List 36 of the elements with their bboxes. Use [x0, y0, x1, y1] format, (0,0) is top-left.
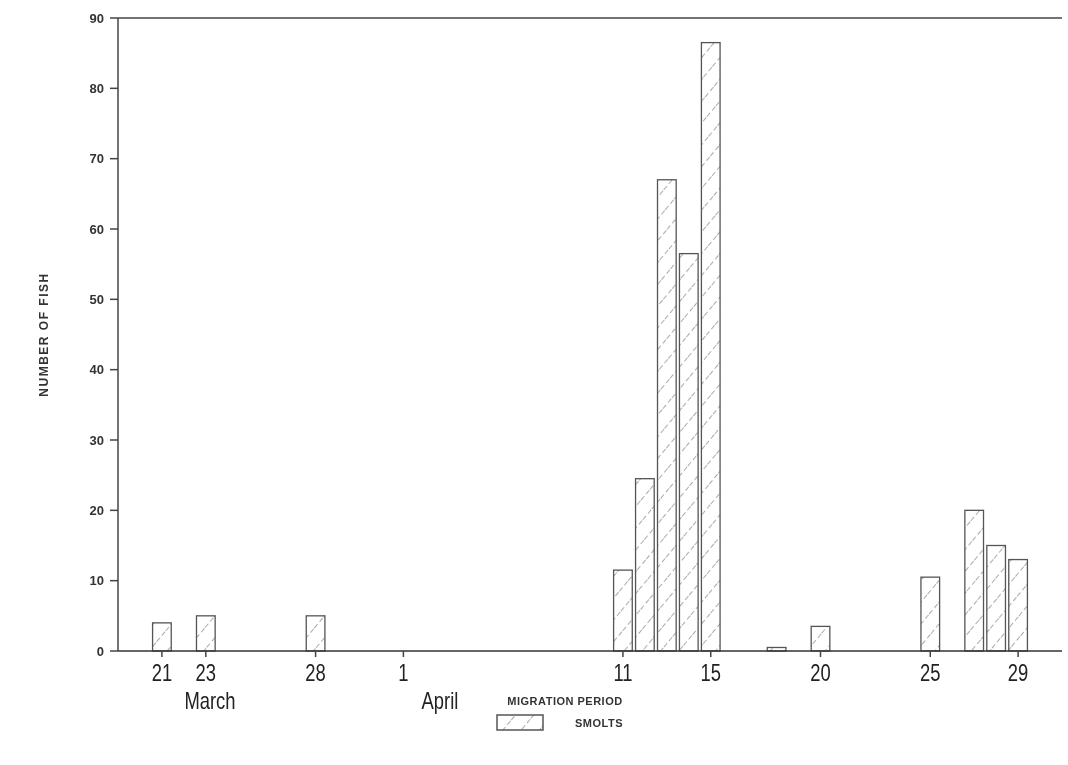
- text: March: [184, 688, 236, 714]
- bar: [656, 179, 677, 652]
- text: SMOLTS: [575, 717, 624, 729]
- x-tick-label: 28: [305, 660, 326, 686]
- y-tick-label: 90: [89, 10, 104, 26]
- bar: [920, 576, 941, 652]
- x-tick-label: 11: [613, 660, 633, 686]
- bar: [151, 622, 172, 652]
- bar: [195, 615, 216, 652]
- x-tick-label: 23: [195, 660, 217, 686]
- y-tick-label: 40: [89, 362, 104, 378]
- x-tick-label: 20: [810, 660, 831, 686]
- bar: [986, 544, 1007, 652]
- y-tick-label: 30: [89, 432, 104, 448]
- x-tick-label: 25: [920, 660, 941, 686]
- x-tick-label: 21: [151, 660, 173, 686]
- x-tick-label: 15: [700, 660, 721, 686]
- bar: [305, 615, 326, 652]
- bar: [700, 41, 721, 652]
- y-tick-label: 50: [89, 291, 104, 307]
- y-axis-title: NUMBER OF FISH: [37, 272, 51, 397]
- bar: [1008, 558, 1029, 652]
- y-tick-label: 60: [89, 221, 104, 237]
- bar: [612, 569, 633, 652]
- bar: [678, 252, 699, 652]
- y-tick-label: 80: [89, 80, 104, 96]
- bar: [634, 478, 655, 652]
- y-tick-label: 20: [89, 502, 104, 518]
- legend-title: MIGRATION PERIOD: [507, 695, 623, 707]
- x-tick-label: 1: [398, 660, 409, 686]
- x-tick-label: 29: [1007, 660, 1029, 686]
- y-tick-label: 0: [96, 643, 104, 659]
- y-tick-label: 10: [89, 573, 104, 589]
- y-tick-label: 70: [89, 151, 104, 167]
- bar: [964, 509, 985, 652]
- text: April: [421, 688, 459, 714]
